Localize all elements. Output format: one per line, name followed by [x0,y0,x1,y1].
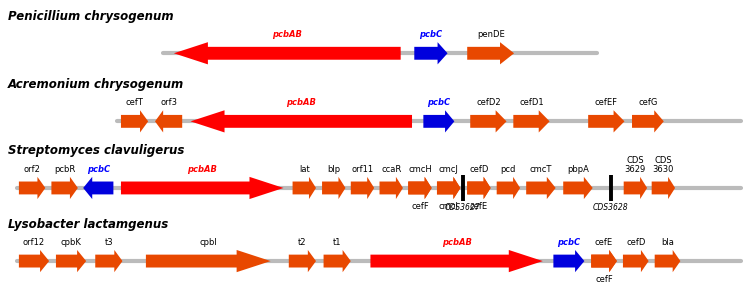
Polygon shape [588,110,624,133]
Text: cpbK: cpbK [60,238,82,247]
Text: Lysobacter lactamgenus: Lysobacter lactamgenus [8,218,168,231]
Text: lat: lat [299,165,310,174]
Polygon shape [437,177,460,199]
Polygon shape [591,250,617,272]
Text: orf12: orf12 [23,238,45,247]
Text: penDE: penDE [477,30,504,39]
Polygon shape [19,250,49,272]
Text: Penicillium chrysogenum: Penicillium chrysogenum [8,10,173,23]
Polygon shape [289,250,316,272]
Text: cpbl: cpbl [200,238,217,247]
Polygon shape [467,177,491,199]
Text: cefD2: cefD2 [476,98,500,107]
Polygon shape [655,250,680,272]
Polygon shape [526,177,556,199]
Polygon shape [380,177,403,199]
Text: t1: t1 [333,238,342,247]
Polygon shape [191,110,412,133]
Polygon shape [51,177,78,199]
Text: pcbC: pcbC [87,165,110,174]
Text: orf3: orf3 [160,98,177,107]
Polygon shape [624,177,647,199]
Text: CDS3627: CDS3627 [445,204,481,213]
Text: CDS3628: CDS3628 [593,204,629,213]
Polygon shape [553,250,584,272]
Text: cefG: cefG [638,98,658,107]
Text: cefE: cefE [595,238,613,247]
Text: pcbAB: pcbAB [272,30,302,39]
Text: orf2: orf2 [23,165,41,174]
Text: cmcT: cmcT [530,165,552,174]
Text: Streptomyces clavuligerus: Streptomyces clavuligerus [8,144,184,157]
Polygon shape [19,177,45,199]
Text: cefF: cefF [595,275,613,284]
Text: t3: t3 [104,238,113,247]
Polygon shape [632,110,664,133]
Text: pcbAB: pcbAB [442,238,472,247]
Text: CDS
3629: CDS 3629 [624,156,646,174]
Polygon shape [652,177,675,199]
Text: ccaR: ccaR [381,165,401,174]
Text: CDS
3630: CDS 3630 [652,156,674,174]
Text: cefE: cefE [470,202,488,211]
Polygon shape [121,177,284,199]
Polygon shape [437,177,460,199]
Text: Acremonium chrysogenum: Acremonium chrysogenum [8,78,184,91]
Text: cefEF: cefEF [595,98,618,107]
Text: cmcJ: cmcJ [438,165,459,174]
Text: t2: t2 [298,238,307,247]
Polygon shape [470,110,507,133]
Text: pbpA: pbpA [567,165,589,174]
Polygon shape [414,42,448,64]
Polygon shape [497,177,520,199]
Polygon shape [563,177,593,199]
Text: pcbC: pcbC [420,30,442,39]
Polygon shape [408,177,432,199]
Polygon shape [591,250,617,272]
Text: bla: bla [661,238,674,247]
Text: pcbC: pcbC [427,98,451,107]
Polygon shape [623,250,649,272]
Text: cefD: cefD [626,238,646,247]
Polygon shape [95,250,122,272]
Polygon shape [56,250,86,272]
Polygon shape [351,177,374,199]
Text: cmcI: cmcI [438,202,459,211]
Text: pcbAB: pcbAB [187,165,217,174]
Polygon shape [513,110,550,133]
Text: blp: blp [327,165,340,174]
Polygon shape [121,110,148,133]
Polygon shape [324,250,351,272]
Text: cefF: cefF [411,202,429,211]
Polygon shape [146,250,271,272]
Text: pcd: pcd [500,165,516,174]
Polygon shape [293,177,316,199]
Polygon shape [83,177,113,199]
Polygon shape [370,250,543,272]
Text: orf11: orf11 [352,165,373,174]
Text: pcbR: pcbR [54,165,76,174]
Text: cefT: cefT [125,98,144,107]
Text: cefD: cefD [469,165,488,174]
Polygon shape [174,42,401,64]
Polygon shape [408,177,432,199]
Text: pcbC: pcbC [557,238,581,247]
Polygon shape [322,177,345,199]
Polygon shape [467,42,514,64]
Text: pcbAB: pcbAB [287,98,316,107]
Polygon shape [467,177,491,199]
Text: cmcH: cmcH [408,165,432,174]
Polygon shape [423,110,454,133]
Polygon shape [155,110,182,133]
Text: cefD1: cefD1 [519,98,544,107]
